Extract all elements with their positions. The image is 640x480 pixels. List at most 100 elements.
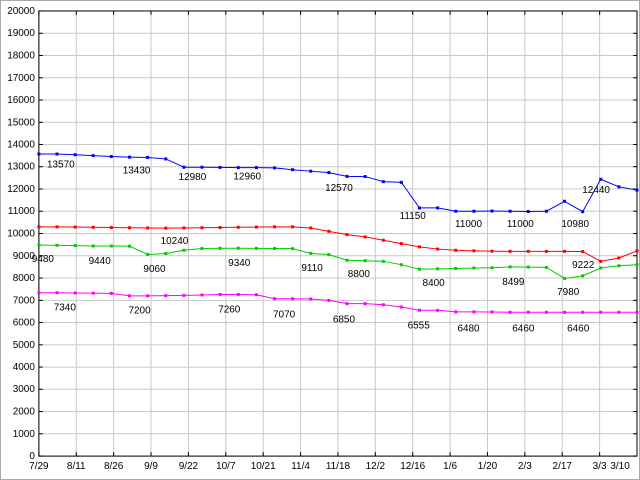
series-point-magenta (490, 310, 494, 314)
y-tick-label: 15000 (7, 117, 35, 128)
series-point-blue (472, 209, 476, 213)
x-tick-label: 11/4 (291, 461, 310, 472)
series-point-blue (617, 185, 621, 189)
series-point-blue (218, 165, 222, 169)
value-label-magenta: 7200 (128, 306, 151, 317)
series-point-green (55, 243, 59, 247)
y-tick-label: 2000 (13, 407, 36, 418)
series-point-magenta (526, 310, 530, 314)
series-point-red (218, 226, 222, 230)
y-tick-label: 9000 (13, 251, 36, 262)
value-label-magenta: 6460 (512, 324, 535, 335)
series-point-red (164, 226, 168, 230)
y-tick-label: 1000 (13, 429, 36, 440)
value-label-blue: 13570 (47, 159, 75, 170)
series-point-magenta (182, 293, 186, 297)
x-tick-label: 10/21 (251, 461, 276, 472)
x-tick-label: 8/26 (104, 461, 124, 472)
y-tick-label: 16000 (7, 95, 35, 106)
series-point-blue (363, 175, 367, 179)
x-tick-label: 2/17 (553, 461, 573, 472)
series-point-red (635, 249, 639, 253)
series-point-blue (73, 153, 77, 157)
x-tick-label: 9/22 (179, 461, 199, 472)
value-label-red: 9222 (572, 260, 595, 271)
x-tick-label: 10/7 (216, 461, 236, 472)
y-tick-label: 5000 (13, 340, 36, 351)
series-point-red (599, 259, 603, 263)
y-tick-label: 19000 (7, 28, 35, 39)
series-point-blue (273, 166, 277, 170)
series-point-red (454, 248, 458, 252)
y-tick-label: 14000 (7, 139, 35, 150)
series-point-green (544, 265, 548, 269)
y-tick-label: 0 (29, 451, 35, 462)
value-label-blue: 11000 (455, 219, 482, 230)
series-point-blue (508, 209, 512, 213)
value-label-magenta: 6850 (333, 315, 356, 326)
series-point-green (526, 265, 530, 269)
series-point-blue (563, 199, 567, 203)
y-tick-label: 10000 (7, 229, 35, 240)
series-point-green (218, 246, 222, 250)
x-tick-label: 12/16 (400, 461, 425, 472)
series-point-red (381, 238, 385, 242)
series-point-red (327, 229, 331, 233)
value-label-green: 9110 (301, 263, 323, 274)
series-point-blue (599, 177, 603, 181)
series-point-green (200, 246, 204, 250)
series-point-green (363, 259, 367, 263)
series-point-blue (417, 206, 421, 210)
series-point-magenta (254, 293, 258, 297)
series-point-magenta (617, 310, 621, 314)
series-point-green (508, 265, 512, 269)
value-label-magenta: 6460 (567, 324, 590, 335)
series-point-red (526, 249, 530, 253)
series-point-green (417, 267, 421, 271)
x-tick-label: 9/9 (144, 461, 158, 472)
value-label-green: 8800 (348, 269, 371, 280)
x-tick-label: 12/2 (366, 461, 386, 472)
series-point-green (146, 252, 150, 256)
series-point-blue (581, 210, 585, 214)
series-point-green (599, 266, 603, 270)
series-point-blue (109, 155, 113, 159)
series-point-magenta (309, 297, 313, 301)
series-point-green (635, 263, 639, 267)
series-point-green (73, 244, 77, 248)
series-point-blue (436, 206, 440, 210)
value-label-blue: 12570 (325, 183, 353, 194)
value-label-green: 9060 (143, 264, 166, 275)
series-point-green (182, 248, 186, 252)
x-tick-label: 3/3 (593, 461, 607, 472)
series-point-magenta (273, 297, 277, 301)
series-point-magenta (164, 294, 168, 298)
value-label-blue: 10980 (561, 219, 589, 230)
series-point-blue (236, 166, 240, 170)
series-point-green (399, 263, 403, 267)
value-label-magenta: 6480 (457, 324, 480, 335)
series-point-magenta (200, 293, 204, 297)
series-point-red (363, 235, 367, 239)
series-point-green (617, 264, 621, 268)
series-point-red (91, 225, 95, 229)
series-point-green (291, 247, 295, 251)
series-point-red (399, 242, 403, 246)
series-point-green (309, 251, 313, 255)
series-point-green (436, 267, 440, 271)
series-point-green (273, 246, 277, 250)
series-point-blue (128, 155, 131, 159)
series-point-red (73, 225, 77, 229)
series-point-red (544, 249, 548, 253)
series-point-magenta (291, 297, 295, 301)
series-point-red (200, 226, 204, 230)
x-tick-label: 1/20 (478, 461, 498, 472)
series-point-blue (146, 155, 150, 159)
series-point-red (254, 225, 258, 229)
series-point-magenta (345, 302, 349, 306)
series-point-green (563, 276, 567, 280)
y-tick-label: 4000 (13, 362, 36, 373)
series-point-green (581, 274, 585, 278)
series-point-magenta (128, 294, 131, 298)
